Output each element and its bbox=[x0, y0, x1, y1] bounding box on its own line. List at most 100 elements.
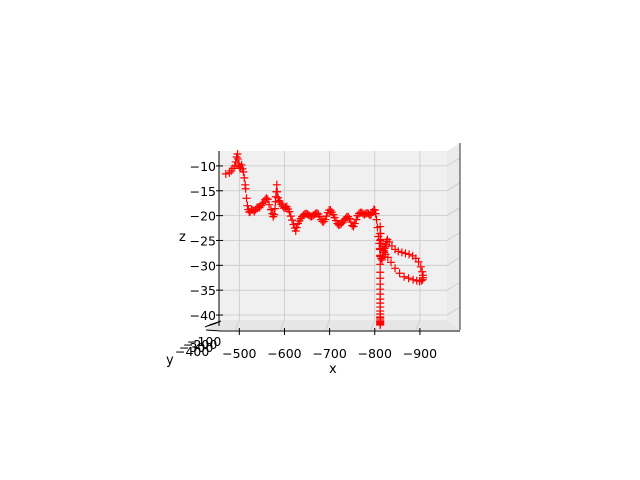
scatter-point bbox=[377, 254, 386, 263]
scatter-point bbox=[414, 257, 423, 266]
y-tick-labels: −100 −200 −300 −400 bbox=[175, 334, 221, 359]
scatter-point bbox=[291, 227, 300, 236]
x-tick-label: −900 bbox=[403, 346, 437, 361]
scatter-point bbox=[401, 249, 410, 258]
scatter-point bbox=[416, 262, 425, 271]
scatter-point bbox=[288, 216, 297, 225]
z-tick-label: −40 bbox=[190, 308, 216, 323]
x-tick-label: −700 bbox=[312, 346, 346, 361]
x-tick-label: −600 bbox=[267, 346, 301, 361]
scatter-point bbox=[379, 246, 388, 255]
scatter-point bbox=[397, 248, 406, 257]
z-tick-label: −30 bbox=[190, 258, 216, 273]
scatter-point bbox=[321, 215, 330, 224]
floor-grid-line bbox=[325, 319, 330, 331]
scatter-point bbox=[265, 200, 274, 209]
scatter-point bbox=[346, 218, 355, 227]
floor-grid-line bbox=[370, 319, 376, 331]
scatter-point bbox=[405, 250, 414, 259]
scatter-point bbox=[345, 214, 354, 223]
floor-grid-line bbox=[280, 319, 285, 331]
scatter-point bbox=[273, 187, 282, 196]
x-tick-label: −500 bbox=[222, 346, 256, 361]
side-grid-line bbox=[446, 157, 461, 167]
z-tick-label: −10 bbox=[190, 159, 216, 174]
side-grid-line bbox=[446, 207, 461, 216]
scatter-point bbox=[240, 173, 249, 182]
scatter-point bbox=[400, 272, 409, 281]
scatter-point bbox=[381, 250, 390, 259]
scatter-point bbox=[285, 207, 294, 216]
scatter-point bbox=[221, 169, 230, 178]
scatter-point bbox=[376, 244, 385, 253]
scatter-point bbox=[376, 236, 385, 245]
scatter-point bbox=[376, 260, 385, 269]
back-pane bbox=[219, 151, 447, 320]
y-tick bbox=[213, 320, 222, 325]
scatter-point bbox=[270, 210, 279, 219]
scatter-point bbox=[233, 154, 242, 163]
z-tick-labels: −10 −15 −20 −25 −30 −35 −40 bbox=[190, 159, 216, 323]
y-tick-label: −300 bbox=[179, 340, 213, 355]
floor-pane bbox=[206, 320, 460, 330]
scatter-point bbox=[272, 180, 281, 189]
scatter-point bbox=[412, 276, 421, 285]
scatter-point bbox=[387, 258, 396, 267]
scatter-point bbox=[344, 212, 353, 221]
scatter-point bbox=[376, 229, 385, 238]
scatter-point bbox=[326, 206, 335, 215]
scatter-point bbox=[376, 314, 385, 323]
side-grid-line bbox=[446, 182, 461, 192]
scatter-point bbox=[391, 264, 400, 273]
floor-grid-line bbox=[234, 319, 240, 331]
y-tick-label: −400 bbox=[175, 344, 209, 359]
scatter-point bbox=[286, 212, 295, 221]
grid-lines bbox=[219, 151, 461, 331]
scatter-point bbox=[376, 252, 385, 261]
scatter-point bbox=[322, 212, 331, 221]
scatter-point bbox=[394, 247, 403, 256]
scatter-point bbox=[350, 219, 359, 228]
side-grid-line bbox=[446, 232, 461, 241]
scatter-point bbox=[239, 167, 248, 176]
floor-grid-line bbox=[415, 319, 421, 331]
scatter-points bbox=[221, 149, 428, 329]
y-axis-label: y bbox=[166, 353, 174, 368]
scatter-point bbox=[319, 217, 328, 226]
y-tick-label: −200 bbox=[183, 337, 217, 352]
x-tick-labels: −500 −600 −700 −800 −900 bbox=[222, 346, 437, 361]
scatter-point bbox=[262, 194, 271, 203]
scatter-point bbox=[372, 215, 381, 224]
axes bbox=[204, 143, 461, 335]
z-axis-label: z bbox=[179, 230, 186, 245]
scatter-point bbox=[225, 168, 234, 177]
scatter-point bbox=[409, 275, 418, 284]
scatter-point bbox=[266, 205, 275, 214]
scatter-point bbox=[263, 195, 272, 204]
scatter-point bbox=[292, 223, 301, 232]
x-axis-label: x bbox=[329, 362, 337, 377]
scatter-point bbox=[376, 222, 385, 231]
side-grid-line bbox=[446, 256, 461, 266]
z-tick-label: −20 bbox=[190, 209, 216, 224]
scatter-point bbox=[395, 269, 404, 278]
scatter-point bbox=[269, 212, 278, 221]
scatter-point bbox=[352, 215, 361, 224]
side-grid-line bbox=[446, 281, 461, 291]
scatter-point bbox=[270, 204, 279, 213]
scatter-point bbox=[242, 194, 251, 203]
y-tick-label: −100 bbox=[187, 334, 221, 349]
scatter-point bbox=[418, 267, 427, 276]
side-grid-line bbox=[446, 306, 461, 316]
z-tick-label: −25 bbox=[190, 233, 216, 248]
scatter-point bbox=[237, 160, 246, 169]
scatter-point bbox=[243, 201, 252, 210]
scatter-point bbox=[370, 206, 379, 215]
scatter-point bbox=[404, 274, 413, 283]
x-tick-label: −800 bbox=[358, 346, 392, 361]
y-axis-line bbox=[205, 329, 222, 332]
z-tick-label: −15 bbox=[190, 184, 216, 199]
scatter-point bbox=[371, 209, 380, 218]
scatter-point bbox=[241, 184, 250, 193]
